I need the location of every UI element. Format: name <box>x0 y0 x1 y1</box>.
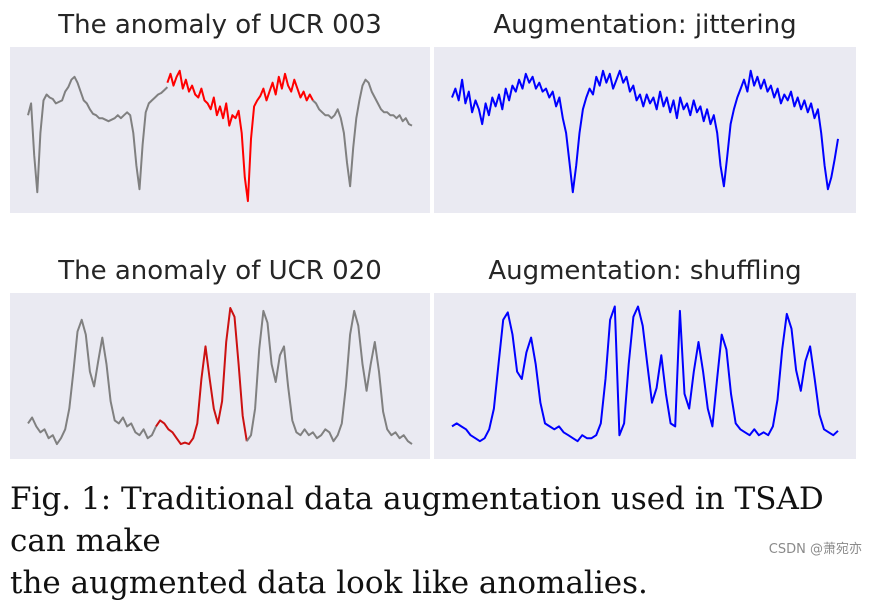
series-line-0 <box>27 75 169 194</box>
plot-ucr020 <box>10 293 430 459</box>
caption-line-1: Fig. 1: Traditional data augmentation us… <box>10 481 824 559</box>
series-line-2 <box>312 78 413 188</box>
figure-caption: Fig. 1: Traditional data augmentation us… <box>10 478 870 604</box>
series-line-0 <box>451 69 839 194</box>
series-line-1 <box>166 69 314 203</box>
caption-line-2: the augmented data look like anomalies. <box>10 565 648 601</box>
series-line-1 <box>155 307 248 446</box>
series-line-2 <box>245 309 413 445</box>
plot-ucr003 <box>10 47 430 213</box>
series-line-0 <box>451 305 839 443</box>
plot-jittering <box>434 47 856 213</box>
plot-background <box>10 293 430 459</box>
panel-title-shuffling: Augmentation: shuffling <box>488 256 802 286</box>
panel-title-jittering: Augmentation: jittering <box>493 10 797 40</box>
panel-title-ucr003: The anomaly of UCR 003 <box>58 10 382 40</box>
plot-background <box>10 47 430 213</box>
series-line-0 <box>27 318 157 446</box>
watermark: CSDN @萧宛亦 <box>768 542 862 557</box>
plot-background <box>434 47 856 213</box>
plot-shuffling <box>434 293 856 459</box>
panel-title-ucr020: The anomaly of UCR 020 <box>58 256 382 286</box>
